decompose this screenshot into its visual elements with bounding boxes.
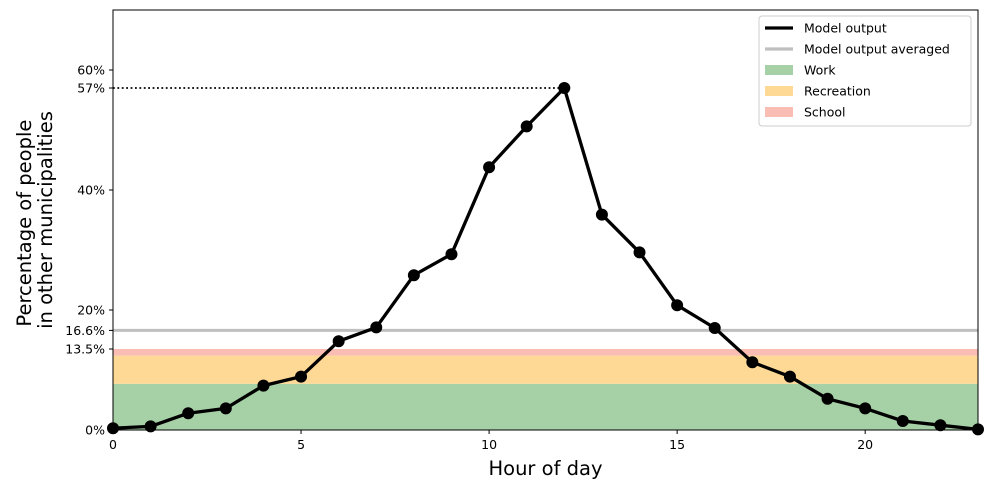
series-point [783, 370, 796, 383]
series-point [859, 402, 872, 415]
series-point [934, 419, 947, 432]
legend-label-recreation: Recreation [804, 84, 871, 99]
y-tick-label: 16.6% [65, 323, 105, 338]
y-axis: 0% 13.5% 16.6% 20% 40% 57% 60% [65, 63, 113, 438]
legend-swatch-school [765, 107, 793, 117]
series-point [332, 335, 345, 348]
series-point [746, 356, 759, 369]
series-point [821, 392, 834, 405]
x-tick-label: 5 [297, 437, 305, 452]
series-point [370, 321, 383, 334]
band-school [113, 349, 978, 356]
band-work [113, 383, 978, 430]
series-point [896, 415, 909, 427]
series-line-model-output [112, 86, 979, 432]
plot-frame [112, 9, 979, 431]
legend: Model output Model output averaged Work Rec… [758, 15, 972, 127]
legend-swatch-work [765, 65, 793, 75]
series-point [708, 322, 721, 334]
x-tick-label: 20 [857, 437, 873, 452]
series-point [558, 82, 571, 94]
series-point [182, 407, 195, 420]
x-tick-label: 10 [481, 437, 497, 452]
series-point [445, 248, 458, 261]
y-tick-label: 57% [77, 81, 105, 96]
legend-label-work: Work [804, 63, 836, 78]
series-point [671, 299, 684, 312]
legend-label-model-output: Model output [804, 21, 887, 36]
y-tick-label: 40% [77, 183, 105, 198]
series-point [483, 161, 496, 174]
series-point [520, 120, 533, 133]
series-group [107, 82, 984, 436]
legend-label-model-output-averaged: Model output averaged [804, 42, 950, 57]
stacked-bands [113, 349, 978, 430]
y-tick-label: 20% [77, 303, 105, 318]
x-tick-label: 15 [669, 437, 685, 452]
y-tick-label: 0% [85, 423, 105, 438]
series-point [219, 402, 232, 415]
band-recreation [113, 355, 978, 384]
legend-label-school: School [804, 105, 846, 120]
x-tick-label: 0 [109, 437, 117, 452]
y-axis-title: Percentage of people in other municipali… [13, 111, 57, 329]
legend-box [758, 15, 972, 127]
y-tick-label: 13.5% [65, 342, 105, 357]
x-axis: 0 5 10 15 20 [109, 430, 873, 452]
series-point [144, 420, 157, 433]
y-tick-label: 60% [77, 63, 105, 78]
series-point [633, 246, 646, 259]
y-axis-title-line-1: Percentage of people [13, 120, 36, 327]
series-point [407, 269, 420, 282]
y-axis-title-line-2: in other municipalities [34, 111, 57, 329]
series-point [595, 208, 608, 221]
legend-swatch-recreation [765, 86, 793, 96]
series-point [295, 370, 308, 383]
series-point [257, 379, 270, 392]
x-axis-title: Hour of day [488, 457, 602, 480]
